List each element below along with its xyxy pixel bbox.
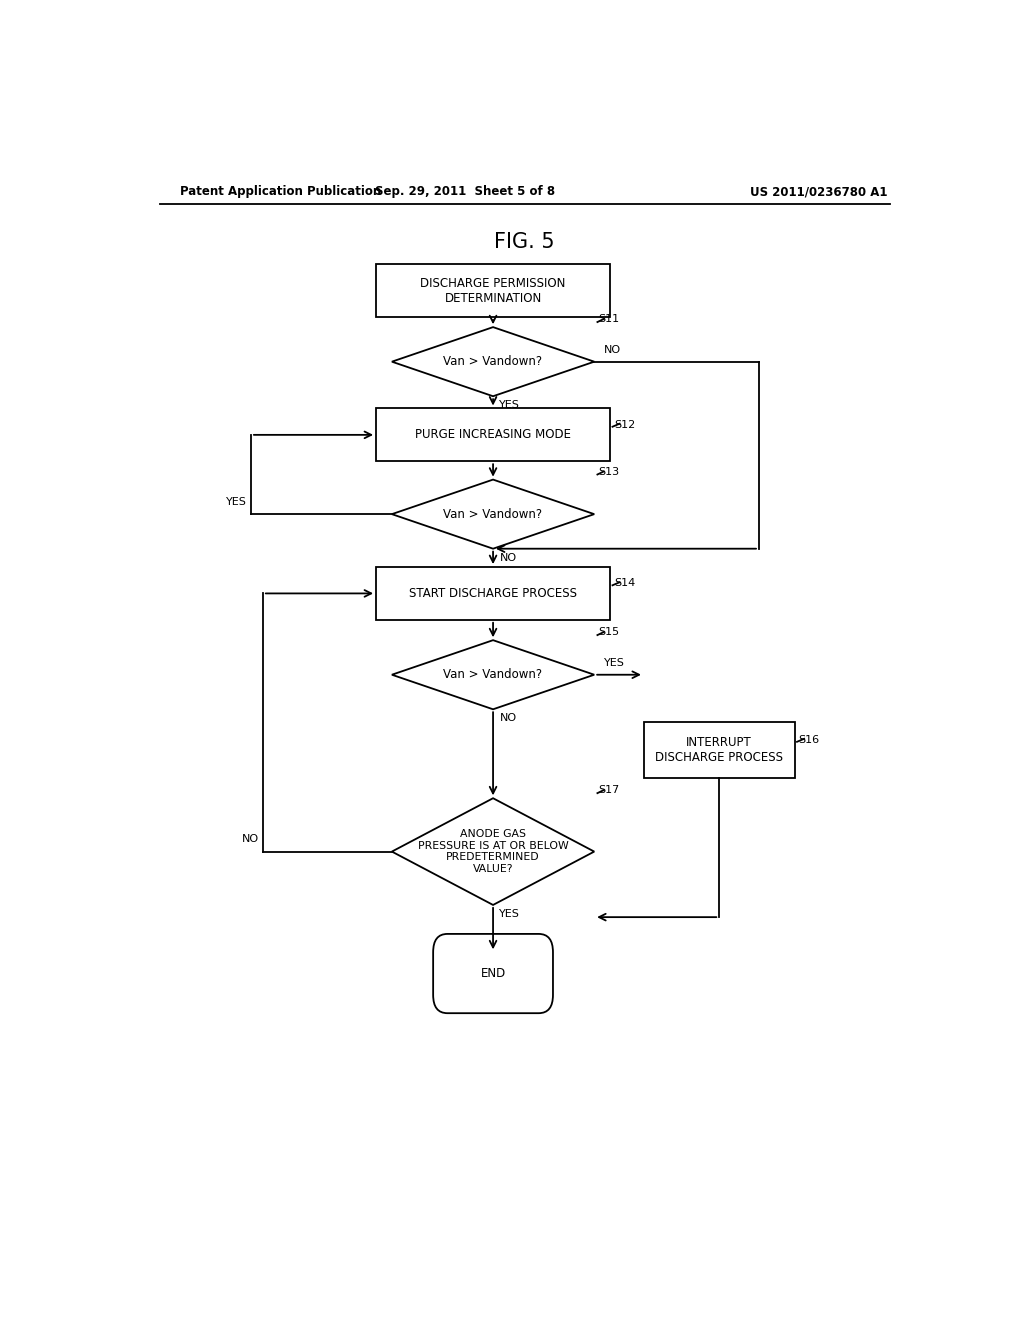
Polygon shape <box>392 479 594 549</box>
Text: Van > Vandown?: Van > Vandown? <box>443 668 543 681</box>
Text: S16: S16 <box>799 735 820 744</box>
Polygon shape <box>392 640 594 709</box>
Text: YES: YES <box>500 909 520 919</box>
Text: S14: S14 <box>614 578 635 589</box>
Polygon shape <box>392 327 594 396</box>
Text: INTERRUPT
DISCHARGE PROCESS: INTERRUPT DISCHARGE PROCESS <box>655 737 783 764</box>
Text: US 2011/0236780 A1: US 2011/0236780 A1 <box>750 185 887 198</box>
Text: NO: NO <box>604 345 621 355</box>
Text: NO: NO <box>500 553 516 562</box>
Text: ANODE GAS
PRESSURE IS AT OR BELOW
PREDETERMINED
VALUE?: ANODE GAS PRESSURE IS AT OR BELOW PREDET… <box>418 829 568 874</box>
FancyBboxPatch shape <box>376 408 610 461</box>
Text: PURGE INCREASING MODE: PURGE INCREASING MODE <box>415 429 571 441</box>
FancyBboxPatch shape <box>433 935 553 1014</box>
Text: Van > Vandown?: Van > Vandown? <box>443 508 543 520</box>
Text: YES: YES <box>226 498 247 507</box>
Polygon shape <box>392 799 594 906</box>
Text: Sep. 29, 2011  Sheet 5 of 8: Sep. 29, 2011 Sheet 5 of 8 <box>375 185 555 198</box>
Text: Van > Vandown?: Van > Vandown? <box>443 355 543 368</box>
Text: YES: YES <box>604 657 625 668</box>
Text: NO: NO <box>500 713 516 723</box>
Text: START DISCHARGE PROCESS: START DISCHARGE PROCESS <box>409 587 578 599</box>
Text: S17: S17 <box>598 785 620 795</box>
Text: S13: S13 <box>598 466 620 477</box>
FancyBboxPatch shape <box>644 722 795 777</box>
Text: S11: S11 <box>598 314 620 325</box>
Text: FIG. 5: FIG. 5 <box>495 232 555 252</box>
FancyBboxPatch shape <box>376 568 610 620</box>
Text: END: END <box>480 968 506 979</box>
FancyBboxPatch shape <box>376 264 610 317</box>
Text: NO: NO <box>242 834 259 845</box>
Text: DISCHARGE PERMISSION
DETERMINATION: DISCHARGE PERMISSION DETERMINATION <box>421 276 565 305</box>
Text: YES: YES <box>500 400 520 411</box>
Text: S15: S15 <box>598 627 620 638</box>
Text: S12: S12 <box>614 420 635 430</box>
Text: Patent Application Publication: Patent Application Publication <box>179 185 381 198</box>
